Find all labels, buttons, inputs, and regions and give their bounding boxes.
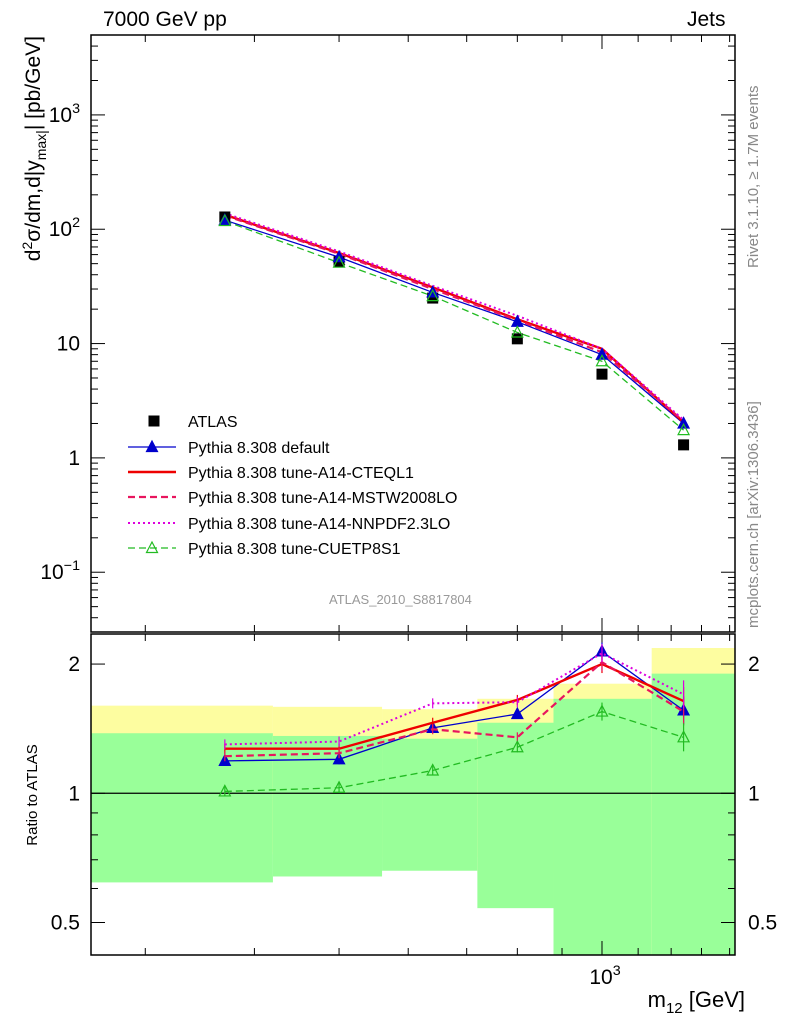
ratio-frame [90,633,736,956]
legend-marker-1 [145,439,159,453]
main-series-line-3 [224,214,685,422]
ratio-point-4 [595,704,609,717]
main-series-line-5 [224,220,685,431]
ratio-y-tick-label: 2 [68,653,80,676]
rivet-side-label: Rivet 3.1.10, ≥ 1.7M events [745,85,762,269]
main-series-line-2 [224,213,685,424]
y-tick-label: 10−1 [40,558,80,584]
ratio-y-tick-label: 0.5 [51,911,80,934]
legend-label-2: Pythia 8.308 tune-A14-CTEQL1 [188,465,414,482]
green-band [553,698,652,955]
green-band [477,722,554,909]
main-series-line-4 [224,212,685,421]
legend-label-0: ATLAS [188,414,238,431]
green-band [382,738,478,871]
ratio-point-4 [218,784,232,797]
ratio-series-line-4 [224,710,684,793]
green-band [272,735,383,877]
legend-marker-0 [148,415,160,427]
ratio-y-label: Ratio to ATLAS [24,744,41,845]
main-frame [90,34,736,633]
mcplots-side-label: mcplots.cern.ch [arXiv:1306.3436] [745,401,762,628]
main-series-line-1 [224,219,685,424]
legend-label-1: Pythia 8.308 default [188,440,330,457]
ratio-series-line-3 [224,652,685,746]
green-band [651,673,735,955]
main-point-5 [595,353,609,367]
legend-label-3: Pythia 8.308 tune-A14-MSTW2008LO [188,490,457,507]
y-tick-label: 103 [49,101,80,127]
x-axis-label: m12 [GeV] [648,987,745,1017]
ratio-point-0 [332,751,346,765]
header-right-label: Jets [687,8,726,31]
x-tick-label: 103 [589,963,620,989]
main-point-1 [595,347,609,360]
main-point-5 [677,422,691,436]
main-point-0 [596,368,608,380]
main-point-0 [678,439,690,451]
y-tick-label: 1 [68,447,80,470]
main-point-5 [426,288,440,302]
main-point-5 [218,213,232,227]
legend-label-4: Pythia 8.308 tune-A14-NNPDF2.3LO [188,516,450,533]
ratio-point-4 [332,780,346,793]
green-band [91,733,273,883]
ratio-y-tick-label-right: 0.5 [748,911,777,934]
main-point-5 [332,255,346,268]
y-tick-label: 10 [57,333,80,356]
main-point-0 [511,333,523,345]
header-left-label: 7000 GeV pp [103,8,227,31]
ratio-point-4 [677,730,691,743]
ratio-point-4 [426,763,440,776]
ratio-series-line-0 [224,650,684,762]
ratio-y-tick-label-right: 2 [748,653,760,676]
ratio-series-line-2 [224,660,685,758]
y-axis-label: d2σ/dm,d|ymax|| [pb/GeV] [19,36,49,261]
main-point-1 [677,416,691,429]
main-point-0 [427,292,439,304]
ratio-point-0 [510,706,524,720]
main-point-5 [510,325,524,338]
ratio-point-4 [510,739,524,753]
analysis-label: ATLAS_2010_S8817804 [329,592,472,607]
legend-marker-5 [145,540,159,554]
ratio-y-tick-label: 1 [68,782,80,805]
legend-label-5: Pythia 8.308 tune-CUETP8S1 [188,541,401,558]
y-tick-label: 102 [49,215,80,241]
ratio-y-tick-label-right: 1 [748,782,760,805]
